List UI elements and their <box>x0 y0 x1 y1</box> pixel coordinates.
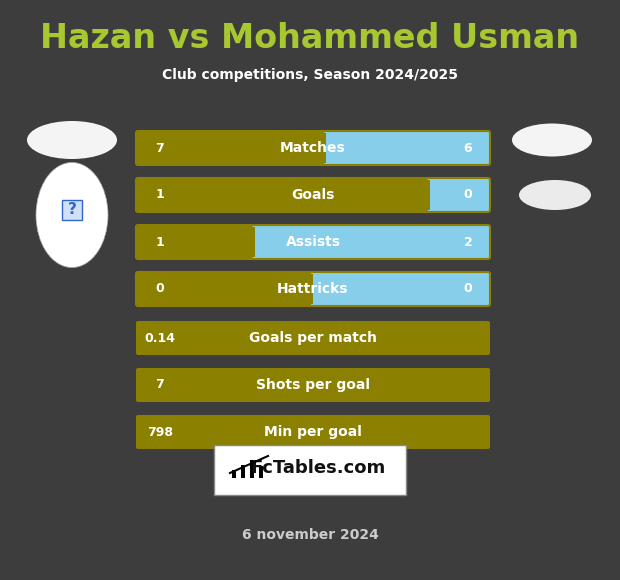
Text: 1: 1 <box>156 235 164 248</box>
Text: 0: 0 <box>464 282 472 295</box>
Text: 6: 6 <box>464 142 472 154</box>
Text: 7: 7 <box>156 379 164 392</box>
Text: 0: 0 <box>464 188 472 201</box>
Ellipse shape <box>512 124 592 157</box>
FancyBboxPatch shape <box>136 178 490 212</box>
Text: Min per goal: Min per goal <box>264 425 362 439</box>
Text: Goals per match: Goals per match <box>249 331 377 345</box>
Text: Hazan vs Mohammed Usman: Hazan vs Mohammed Usman <box>40 21 580 55</box>
FancyBboxPatch shape <box>428 178 490 212</box>
Text: 7: 7 <box>156 142 164 154</box>
Text: Shots per goal: Shots per goal <box>256 378 370 392</box>
FancyBboxPatch shape <box>311 272 490 306</box>
Text: Hattricks: Hattricks <box>277 282 348 296</box>
Ellipse shape <box>27 121 117 159</box>
FancyBboxPatch shape <box>214 445 406 495</box>
FancyBboxPatch shape <box>136 368 490 402</box>
Text: ?: ? <box>68 202 76 218</box>
Ellipse shape <box>36 162 108 267</box>
FancyBboxPatch shape <box>324 131 490 165</box>
Bar <box>142 274 313 304</box>
Text: FcTables.com: FcTables.com <box>250 459 386 477</box>
FancyBboxPatch shape <box>136 225 490 259</box>
Text: 798: 798 <box>147 426 173 438</box>
Text: Matches: Matches <box>280 141 346 155</box>
Text: 1: 1 <box>156 188 164 201</box>
FancyBboxPatch shape <box>136 131 490 165</box>
FancyBboxPatch shape <box>252 225 490 259</box>
Bar <box>241 465 245 478</box>
Bar <box>142 133 326 163</box>
Ellipse shape <box>519 180 591 210</box>
Text: 2: 2 <box>464 235 472 248</box>
FancyBboxPatch shape <box>136 272 490 306</box>
Bar <box>62 200 82 220</box>
FancyBboxPatch shape <box>136 415 490 449</box>
Bar <box>259 466 263 478</box>
Text: 0.14: 0.14 <box>144 332 175 345</box>
Text: 0: 0 <box>156 282 164 295</box>
Bar <box>142 227 255 257</box>
Text: Goals: Goals <box>291 188 335 202</box>
Bar <box>232 470 236 478</box>
Text: 6 november 2024: 6 november 2024 <box>242 528 378 542</box>
Text: Assists: Assists <box>285 235 340 249</box>
Text: Club competitions, Season 2024/2025: Club competitions, Season 2024/2025 <box>162 68 458 82</box>
FancyBboxPatch shape <box>136 321 490 355</box>
Bar <box>142 180 430 210</box>
Bar <box>250 460 254 478</box>
